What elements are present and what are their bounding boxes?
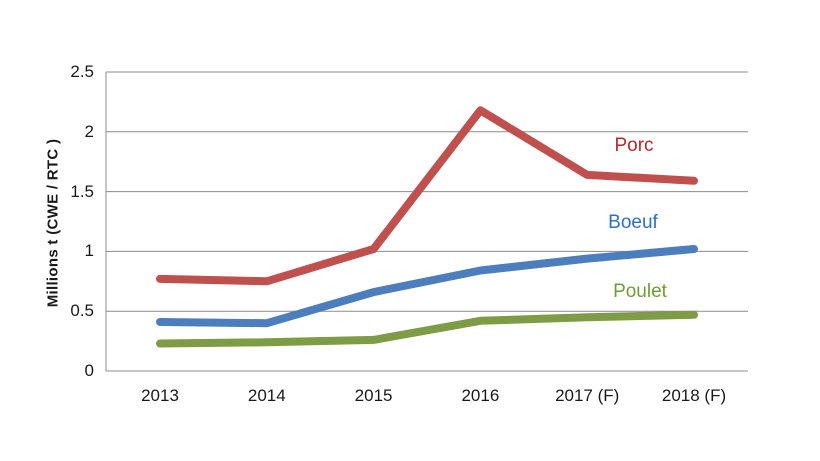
line-poulet (156, 310, 698, 348)
series-label-poulet: Poulet (613, 281, 667, 302)
x-tick-label: 2013 (141, 386, 179, 405)
y-axis-title: Millions t (CWE / RTC ) (44, 138, 62, 308)
gridlines (106, 71, 748, 372)
x-tick-label: 2017 (F) (555, 386, 620, 405)
x-tick-label: 2016 (461, 386, 500, 405)
y-tick-label: 0 (84, 361, 94, 380)
line-porc (156, 106, 698, 286)
series-label-porc: Porc (614, 135, 654, 156)
y-tick-label: 1 (84, 241, 94, 261)
data-series-lines (156, 106, 698, 348)
line-boeuf (156, 245, 698, 328)
y-tick-label: 2.5 (70, 62, 94, 81)
x-tick-label: 2015 (354, 386, 393, 405)
y-tick-label: 2 (84, 121, 94, 141)
x-tick-label: 2018 (F) (661, 386, 727, 405)
y-tick-label: 1.5 (70, 181, 94, 201)
series-label-boeuf: Boeuf (608, 212, 658, 233)
y-tick-label: 0.5 (70, 301, 94, 321)
x-tick-label: 2014 (247, 386, 286, 405)
